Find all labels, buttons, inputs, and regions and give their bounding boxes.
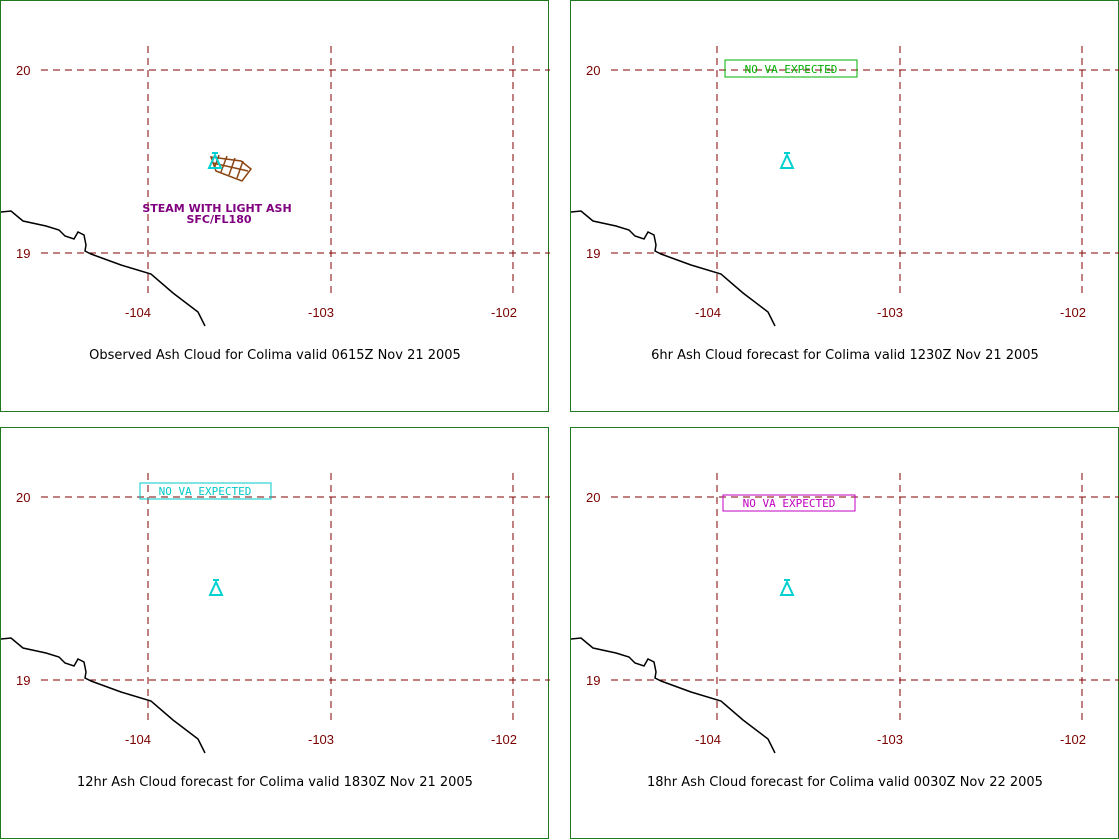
lon-label--104: -104 [695, 732, 721, 747]
coastline [571, 637, 776, 754]
no-va-expected-box [724, 59, 858, 78]
panel-forecast-6hr: 20 19 -104 -103 -102 NO VA EXPECTED 6hr … [570, 0, 1119, 412]
no-va-expected-label: NO VA EXPECTED [743, 497, 836, 510]
panel-forecast-12hr: 20 19 -104 -103 -102 NO VA EXPECTED 12hr… [0, 427, 550, 839]
panel-caption: 18hr Ash Cloud forecast for Colima valid… [647, 775, 1043, 790]
lat-label-20: 20 [586, 490, 600, 505]
ash-description-line2: SFC/FL180 [186, 213, 251, 226]
lat-label-19: 19 [16, 673, 30, 688]
lon-label--104: -104 [695, 305, 721, 320]
no-va-expected-label: NO VA EXPECTED [745, 63, 838, 76]
lon-label--102: -102 [1060, 732, 1086, 747]
no-va-expected-box [722, 494, 856, 512]
no-va-expected-label: NO VA EXPECTED [159, 485, 252, 498]
ash-description-line1: STEAM WITH LIGHT ASH [142, 202, 291, 215]
map-observed: 20 19 -104 -103 -102 STEAM WITH LIGHT AS… [1, 46, 550, 363]
volcano-icon [207, 152, 223, 169]
panel-forecast-18hr: 20 19 -104 -103 -102 NO VA EXPECTED 18hr… [570, 427, 1119, 839]
lon-label--103: -103 [877, 305, 903, 320]
lon-label--102: -102 [1060, 305, 1086, 320]
panel-caption: 12hr Ash Cloud forecast for Colima valid… [77, 775, 473, 790]
lat-label-19: 19 [586, 673, 600, 688]
lon-label--103: -103 [308, 305, 334, 320]
lat-label-20: 20 [586, 63, 600, 78]
coastline [1, 637, 206, 754]
map-forecast-12hr: 20 19 -104 -103 -102 NO VA EXPECTED 12hr… [1, 473, 550, 790]
map-forecast-18hr: 20 19 -104 -103 -102 NO VA EXPECTED 18hr… [571, 473, 1119, 790]
lat-label-19: 19 [586, 246, 600, 261]
volcano-icon [208, 579, 224, 596]
lon-label--103: -103 [308, 732, 334, 747]
lon-label--104: -104 [125, 305, 151, 320]
volcano-icon [779, 152, 795, 169]
lat-label-20: 20 [16, 490, 30, 505]
lon-label--104: -104 [125, 732, 151, 747]
lon-label--103: -103 [877, 732, 903, 747]
lon-label--102: -102 [491, 305, 517, 320]
lon-label--102: -102 [491, 732, 517, 747]
map-forecast-6hr: 20 19 -104 -103 -102 NO VA EXPECTED 6hr … [571, 46, 1119, 363]
panel-caption: 6hr Ash Cloud forecast for Colima valid … [651, 348, 1039, 363]
lat-label-20: 20 [16, 63, 30, 78]
volcano-icon [779, 579, 795, 596]
no-va-expected-box [139, 482, 272, 500]
panel-observed: 20 19 -104 -103 -102 STEAM WITH LIGHT AS… [0, 0, 550, 412]
coastline [571, 210, 776, 327]
panel-caption: Observed Ash Cloud for Colima valid 0615… [89, 348, 461, 363]
lat-label-19: 19 [16, 246, 30, 261]
coastline [1, 210, 206, 327]
